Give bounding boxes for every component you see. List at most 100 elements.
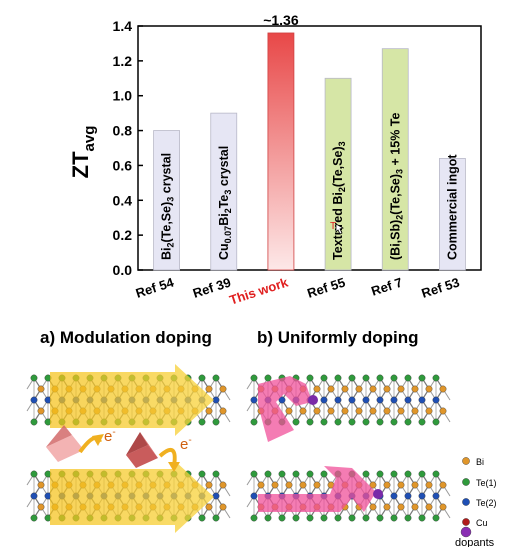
bar-label: (Bi,Sb)2(Te,Se)3 + 15% Te [388, 112, 404, 260]
y-tick-label: 0.8 [113, 123, 133, 139]
atom [411, 481, 419, 489]
atom [306, 374, 314, 382]
atom [418, 418, 426, 426]
atom [418, 374, 426, 382]
bar-label: Bi2(Te,Se)3 crystal [160, 153, 176, 260]
cursor-mark: T [330, 221, 344, 235]
atom [439, 385, 447, 393]
atom [264, 514, 272, 522]
atom [411, 385, 419, 393]
dopant-atom-bottom [373, 489, 383, 499]
atom [439, 481, 447, 489]
bars: Bi2(Te,Se)3 crystal Cu0.07Bi2Te3 crystal T… [153, 32, 466, 271]
atom [299, 481, 307, 489]
atom [397, 385, 405, 393]
atom [264, 374, 272, 382]
atom [278, 514, 286, 522]
atom [369, 481, 377, 489]
atom [383, 407, 391, 415]
legend-label: dopants [455, 537, 495, 547]
atom [369, 503, 377, 511]
atom [250, 492, 258, 500]
atom-legend: Bi Te(1) Te(2) Cu dopants [455, 457, 497, 547]
atom [362, 470, 370, 478]
atom [418, 492, 426, 500]
dopant-atom-top [308, 395, 318, 405]
atom [376, 514, 384, 522]
category-label: Ref 54 [134, 274, 176, 301]
atom [404, 374, 412, 382]
atom [432, 492, 440, 500]
atom [404, 418, 412, 426]
atom [355, 385, 363, 393]
y-axis-label: ZTavg [68, 126, 98, 179]
atom [362, 514, 370, 522]
legend-label: Te(1) [476, 478, 497, 488]
atom [369, 385, 377, 393]
atom [432, 514, 440, 522]
category-label: Ref 39 [191, 275, 233, 301]
bar-label: Commercial ingot [445, 154, 459, 260]
carrier-arrow-top [50, 364, 214, 436]
bar [153, 130, 180, 271]
cu-dopant-pyramid-right [126, 432, 158, 468]
svg-text:T: T [330, 221, 336, 232]
y-tick-label: 0.2 [113, 227, 133, 243]
atom [37, 385, 45, 393]
bar [381, 48, 409, 271]
bar-label: Textured Bi2(Te,Se)3 [331, 141, 347, 260]
atom [348, 396, 356, 404]
atom [257, 481, 265, 489]
atom [397, 407, 405, 415]
bar [210, 112, 238, 271]
atom [348, 418, 356, 426]
atom [327, 407, 335, 415]
atom [198, 374, 206, 382]
atom [439, 503, 447, 511]
atom [299, 407, 307, 415]
atom [212, 374, 220, 382]
atom [432, 470, 440, 478]
atom [313, 407, 321, 415]
atom [432, 374, 440, 382]
atom [369, 407, 377, 415]
atom [411, 407, 419, 415]
atom [278, 470, 286, 478]
atom [219, 385, 227, 393]
legend-swatch [462, 518, 470, 526]
atom [30, 418, 38, 426]
atom [219, 503, 227, 511]
atom [292, 418, 300, 426]
atom [383, 481, 391, 489]
atom [285, 481, 293, 489]
panel-b-arrows [258, 376, 383, 512]
atom [212, 418, 220, 426]
atom [320, 396, 328, 404]
legend-label: Cu [476, 518, 488, 528]
legend-swatch [462, 457, 470, 465]
atom [264, 470, 272, 478]
atom [320, 470, 328, 478]
atom [30, 470, 38, 478]
atom [348, 514, 356, 522]
atom [278, 396, 286, 404]
atom [250, 418, 258, 426]
atom [250, 374, 258, 382]
atom [320, 374, 328, 382]
atom [425, 481, 433, 489]
atom [205, 503, 213, 511]
category-label: Ref 7 [369, 275, 404, 299]
atom [219, 481, 227, 489]
atom [285, 407, 293, 415]
atom [30, 396, 38, 404]
atom [355, 407, 363, 415]
atom [198, 470, 206, 478]
atom [425, 407, 433, 415]
panel-a-arrows: e- e- [46, 364, 214, 533]
atom [250, 396, 258, 404]
atom [30, 492, 38, 500]
atom [30, 514, 38, 522]
atom [376, 418, 384, 426]
atom [37, 481, 45, 489]
